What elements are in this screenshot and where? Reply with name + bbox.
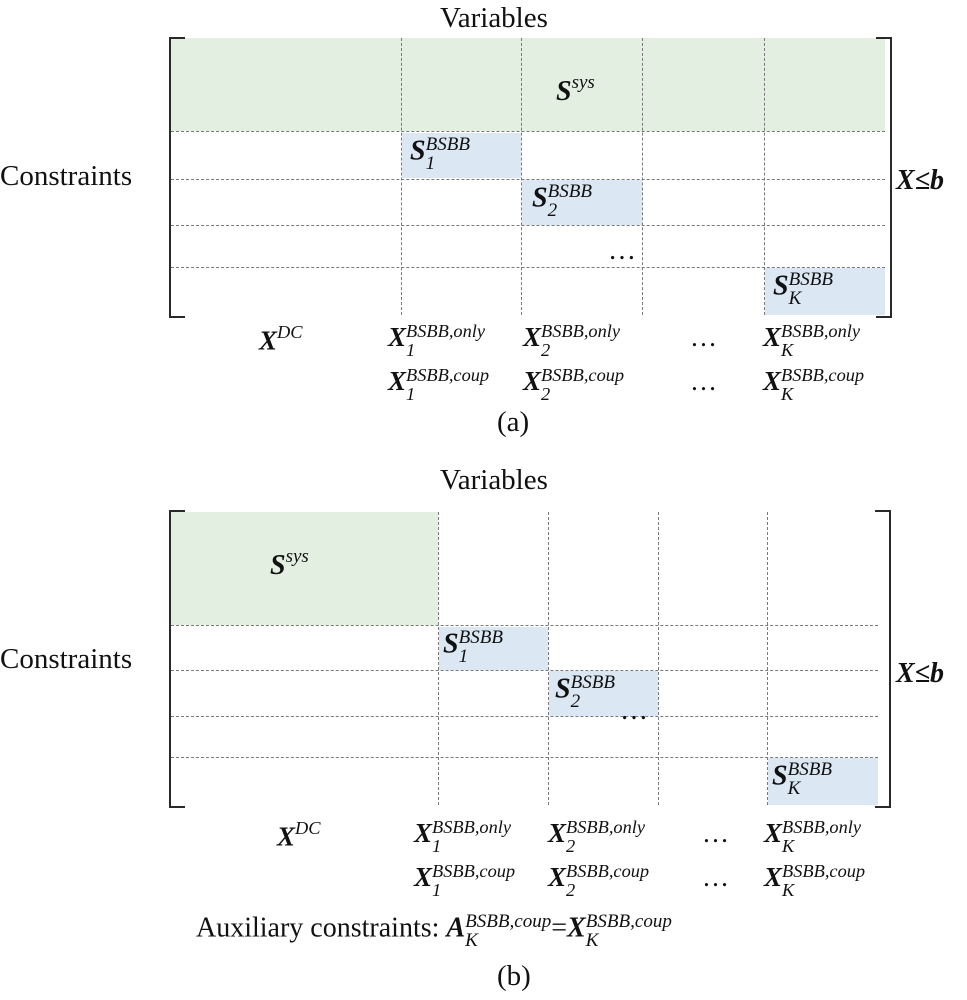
right-bracket [875, 510, 891, 808]
grid-line [548, 512, 549, 805]
bsbb-block-2 [549, 671, 658, 716]
bsbb-block-1 [402, 133, 521, 178]
caption-b: (b) [497, 960, 531, 992]
auxiliary-constraints: Auxiliary constraints: A BSBB,coup K =X BSBB… [196, 911, 672, 952]
constraints-label: Constraints [0, 160, 133, 192]
grid-line [438, 512, 439, 805]
ellipsis: … [702, 818, 729, 848]
system-block [171, 38, 885, 131]
ellipsis: … [620, 695, 648, 726]
grid-line [171, 131, 885, 132]
sk-label: S BSBB K [772, 759, 832, 800]
grid-line [401, 38, 402, 315]
rhs-label: X≤b [896, 165, 945, 196]
x2-coup-label: X BSBB,coup 2 [548, 861, 650, 900]
grid-line [171, 625, 878, 626]
grid-line [767, 512, 768, 805]
ellipsis: … [608, 235, 636, 266]
right-bracket [876, 37, 892, 318]
ellipsis: … [702, 862, 729, 892]
s2-label: S BSBB 2 [555, 672, 615, 713]
grid-line [521, 38, 522, 315]
variables-label: Variables [440, 464, 548, 496]
grid-line [171, 670, 878, 671]
x2-only-label: X BSBB,only 2 [523, 321, 621, 360]
grid-line [642, 38, 643, 315]
rhs-label: X≤b [896, 658, 945, 689]
xk-only-label: X BSBB,only K [764, 817, 862, 856]
s2-label: S BSBB 2 [532, 181, 592, 222]
x-dc-label: XDC [277, 818, 321, 852]
bsbb-block-1 [439, 627, 548, 670]
bsbb-block-k [765, 268, 885, 315]
constraints-label: Constraints [0, 643, 133, 675]
s-sys-label: Ssys [270, 546, 309, 581]
s1-label: S BSBB 1 [443, 627, 503, 668]
xk-only-label: X BSBB,only K [763, 321, 861, 360]
grid-line [171, 225, 885, 226]
grid-line [764, 38, 765, 315]
grid-line [171, 757, 878, 758]
bsbb-block-2 [522, 180, 642, 225]
system-block [171, 512, 438, 625]
x2-coup-label: X BSBB,coup 2 [523, 365, 625, 404]
bsbb-block-k [768, 758, 878, 805]
xk-coup-label: X BSBB,coup K [764, 861, 866, 900]
x-dc-label: XDC [259, 322, 303, 356]
left-bracket [169, 37, 185, 318]
s-sys-label: Ssys [556, 72, 595, 107]
xk-coup-label: X BSBB,coup K [763, 365, 865, 404]
caption-a: (a) [497, 406, 530, 438]
aux-prefix: Auxiliary constraints: [196, 912, 447, 944]
variables-label: Variables [440, 2, 548, 34]
grid-line [171, 179, 885, 180]
ellipsis: … [690, 366, 717, 396]
grid-line [171, 716, 878, 717]
x1-coup-label: X BSBB,coup 1 [388, 365, 490, 404]
grid-line [171, 267, 885, 268]
x2-only-label: X BSBB,only 2 [548, 817, 646, 856]
sk-label: S BSBB K [773, 269, 833, 310]
x1-only-label: X BSBB,only 1 [414, 817, 512, 856]
x1-only-label: X BSBB,only 1 [388, 321, 486, 360]
grid-line [658, 512, 659, 805]
left-bracket [169, 510, 185, 808]
x1-coup-label: X BSBB,coup 1 [414, 861, 516, 900]
ellipsis: … [690, 322, 717, 352]
s1-label: S BSBB 1 [410, 134, 470, 175]
